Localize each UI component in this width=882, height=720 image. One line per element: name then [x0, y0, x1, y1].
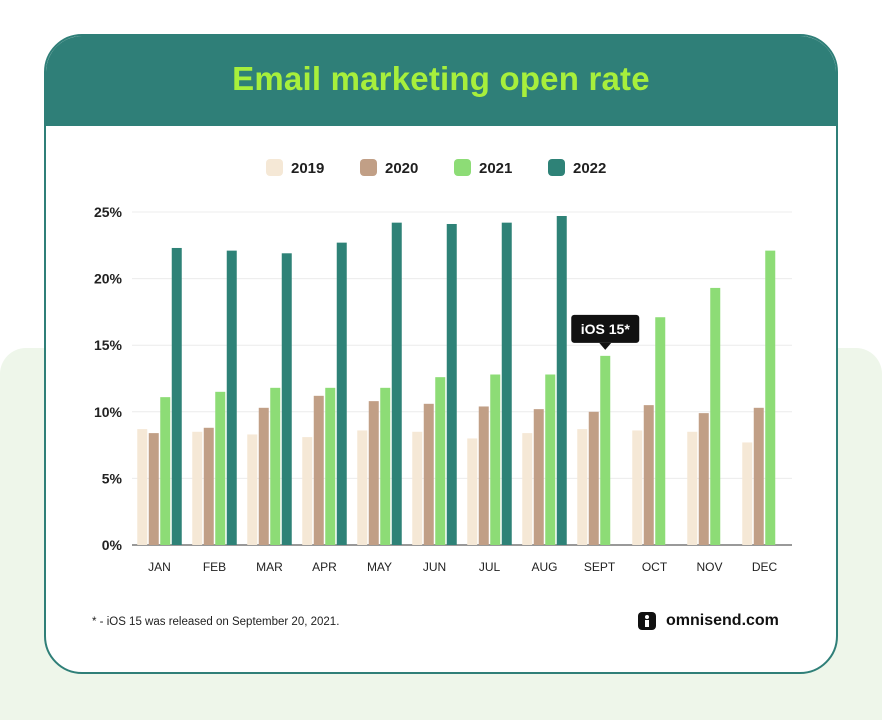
- y-tick-label: 25%: [94, 204, 123, 220]
- bar-2020-jul: [478, 406, 489, 545]
- legend-label-2022: 2022: [573, 160, 606, 177]
- x-tick-label: SEPT: [584, 560, 616, 574]
- brand: omnisend.com: [638, 612, 779, 630]
- y-tick-label: 5%: [102, 470, 123, 486]
- x-tick-label: DEC: [752, 560, 778, 574]
- legend-label-2019: 2019: [291, 160, 324, 177]
- bar-2021-oct: [655, 317, 666, 545]
- legend-swatch-2020: [360, 159, 377, 176]
- bar-2019-feb: [192, 431, 203, 545]
- card-header: Email marketing open rate: [46, 36, 836, 126]
- x-tick-label: APR: [312, 560, 337, 574]
- bar-2021-dec: [765, 250, 776, 546]
- bar-2022-may: [391, 222, 402, 545]
- bar-2020-jan: [148, 433, 159, 545]
- bar-2019-oct: [632, 430, 643, 545]
- y-tick-label: 10%: [94, 404, 123, 420]
- bar-2020-dec: [753, 407, 764, 545]
- annotation-pointer: [599, 342, 612, 350]
- legend-swatch-2021: [454, 159, 471, 176]
- bar-2020-apr: [313, 395, 324, 545]
- bar-2020-jun: [423, 403, 434, 545]
- brand-name: omnisend.com: [666, 612, 779, 629]
- legend-label-2021: 2021: [479, 160, 512, 177]
- bar-2021-jan: [160, 397, 171, 545]
- y-tick-label: 20%: [94, 271, 123, 287]
- bar-2019-sept: [577, 429, 588, 545]
- chart-title: Email marketing open rate: [232, 60, 650, 97]
- bar-2020-feb: [203, 427, 214, 545]
- bar-2019-apr: [302, 437, 313, 545]
- annotation-box: [571, 314, 640, 343]
- x-tick-label: JAN: [148, 560, 171, 574]
- bar-2022-jul: [501, 222, 512, 545]
- bar-2019-aug: [522, 433, 533, 545]
- x-tick-label: FEB: [203, 560, 226, 574]
- bar-2021-jul: [490, 374, 501, 545]
- bar-2022-jun: [446, 223, 457, 545]
- bar-2021-feb: [215, 391, 226, 545]
- bar-2021-sept: [600, 355, 611, 545]
- bar-2019-jan: [137, 429, 148, 545]
- bar-2020-may: [368, 401, 379, 545]
- omnisend-logo-icon: [638, 612, 656, 630]
- x-tick-label: MAR: [256, 560, 283, 574]
- bar-2019-mar: [247, 434, 258, 545]
- legend-swatch-2019: [266, 159, 283, 176]
- x-tick-label: NOV: [696, 560, 722, 574]
- chart-card: Email marketing open rate: [44, 34, 838, 674]
- bar-2021-nov: [710, 287, 721, 545]
- annotation-label: iOS 15*: [581, 321, 631, 337]
- bar-2020-mar: [258, 407, 269, 545]
- bar-2022-mar: [281, 253, 292, 546]
- x-tick-label: MAY: [367, 560, 392, 574]
- bar-2021-aug: [545, 374, 556, 545]
- bar-2022-apr: [336, 242, 347, 546]
- x-tick-label: AUG: [531, 560, 557, 574]
- x-tick-label: JUL: [479, 560, 501, 574]
- bar-2022-jan: [171, 247, 182, 546]
- legend-swatch-2022: [548, 159, 565, 176]
- bar-2019-dec: [742, 442, 753, 545]
- bar-2021-mar: [270, 387, 281, 545]
- y-tick-label: 0%: [102, 537, 123, 553]
- bar-2020-nov: [698, 413, 709, 545]
- bar-2020-aug: [533, 409, 544, 545]
- bar-2019-nov: [687, 431, 698, 545]
- bar-2022-aug: [556, 215, 567, 545]
- bar-2020-sept: [588, 411, 599, 545]
- bar-2021-may: [380, 387, 391, 545]
- y-tick-label: 15%: [94, 337, 123, 353]
- bar-2019-jul: [467, 438, 478, 545]
- x-tick-label: JUN: [423, 560, 446, 574]
- footnote: * - iOS 15 was released on September 20,…: [92, 616, 340, 628]
- bar-2021-jun: [435, 377, 446, 545]
- bar-2019-may: [357, 430, 368, 545]
- bar-2022-feb: [226, 250, 237, 546]
- x-tick-label: OCT: [642, 560, 668, 574]
- bar-2020-oct: [643, 405, 654, 545]
- bar-2019-jun: [412, 431, 423, 545]
- legend-label-2020: 2020: [385, 160, 418, 177]
- bar-2021-apr: [325, 387, 336, 545]
